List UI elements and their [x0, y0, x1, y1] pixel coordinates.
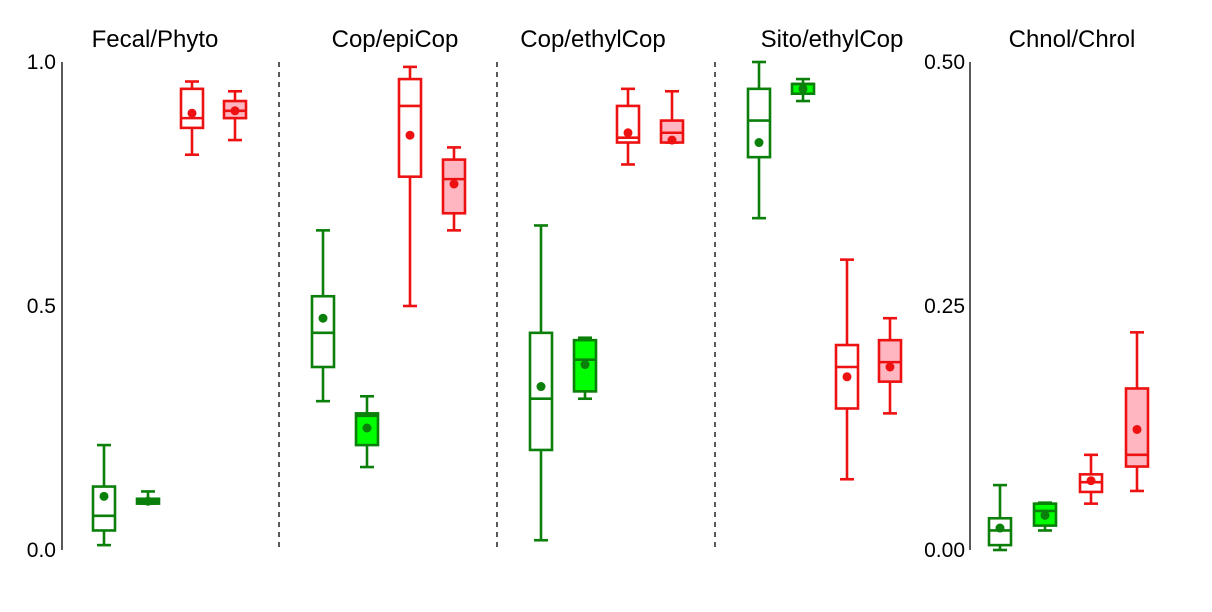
iqr-box	[179, 87, 205, 130]
axes-layer: 0.0 0.5 1.0 0.00 0.25 0.50	[27, 51, 971, 562]
box-green-open	[310, 229, 336, 403]
boxes-layer	[91, 60, 1150, 552]
y-tick-label: 1.0	[27, 51, 56, 74]
mean-point	[1132, 424, 1142, 434]
mean-point	[362, 423, 372, 433]
iqr-box	[746, 87, 772, 159]
mean-point	[995, 523, 1005, 533]
y-tick-label: 0.5	[27, 295, 56, 318]
mean-point	[885, 362, 895, 372]
mean-point	[449, 179, 459, 189]
box-green-filled	[135, 490, 161, 506]
box-green-open	[91, 443, 117, 547]
iqr-box	[834, 343, 860, 410]
titles-layer: Fecal/Phyto Cop/epiCop Cop/ethylCop Sito/et…	[92, 26, 1136, 53]
box-green-open	[746, 60, 772, 220]
mean-point	[1086, 476, 1096, 486]
box-green-filled	[354, 394, 380, 469]
y-tick-label: 0.0	[27, 539, 56, 562]
y-tick-label: 0.00	[924, 539, 965, 562]
mean-point	[798, 84, 808, 94]
mean-point	[99, 491, 109, 501]
mean-point	[536, 382, 546, 392]
iqr-box	[91, 485, 117, 532]
box-red-open	[834, 258, 860, 481]
panel-title: Sito/ethylCop	[761, 26, 904, 53]
box-green-filled	[1032, 501, 1058, 532]
panel-title: Cop/epiCop	[332, 26, 459, 53]
box-red-open	[179, 80, 205, 157]
box-green-open	[528, 224, 554, 542]
y-tick-label: 0.25	[924, 295, 965, 318]
iqr-box	[615, 104, 641, 144]
iqr-box	[528, 331, 554, 452]
mean-point	[318, 313, 328, 323]
mean-point	[187, 108, 197, 118]
box-red-filled	[222, 89, 248, 142]
mean-point	[143, 496, 153, 506]
mean-point	[230, 106, 240, 116]
panel-title: Fecal/Phyto	[92, 26, 219, 53]
mean-point	[667, 135, 677, 145]
box-red-filled	[1124, 331, 1150, 493]
y-tick-label: 0.50	[924, 51, 965, 74]
mean-point	[754, 138, 764, 148]
panel-title: Chnol/Chrol	[1009, 26, 1136, 53]
box-red-open	[397, 65, 423, 308]
box-red-filled	[659, 89, 685, 145]
mean-point	[1040, 510, 1050, 520]
mean-point	[623, 128, 633, 138]
panel-title: Cop/ethylCop	[520, 26, 665, 53]
box-green-filled	[790, 77, 816, 103]
box-green-open	[987, 483, 1013, 552]
box-green-filled	[572, 336, 598, 401]
box-red-filled	[441, 146, 467, 232]
box-red-open	[1078, 453, 1104, 505]
mean-point	[405, 130, 415, 140]
mean-point	[580, 360, 590, 370]
box-red-open	[615, 87, 641, 166]
iqr-box	[397, 77, 423, 178]
mean-point	[842, 372, 852, 382]
box-red-filled	[877, 316, 903, 415]
